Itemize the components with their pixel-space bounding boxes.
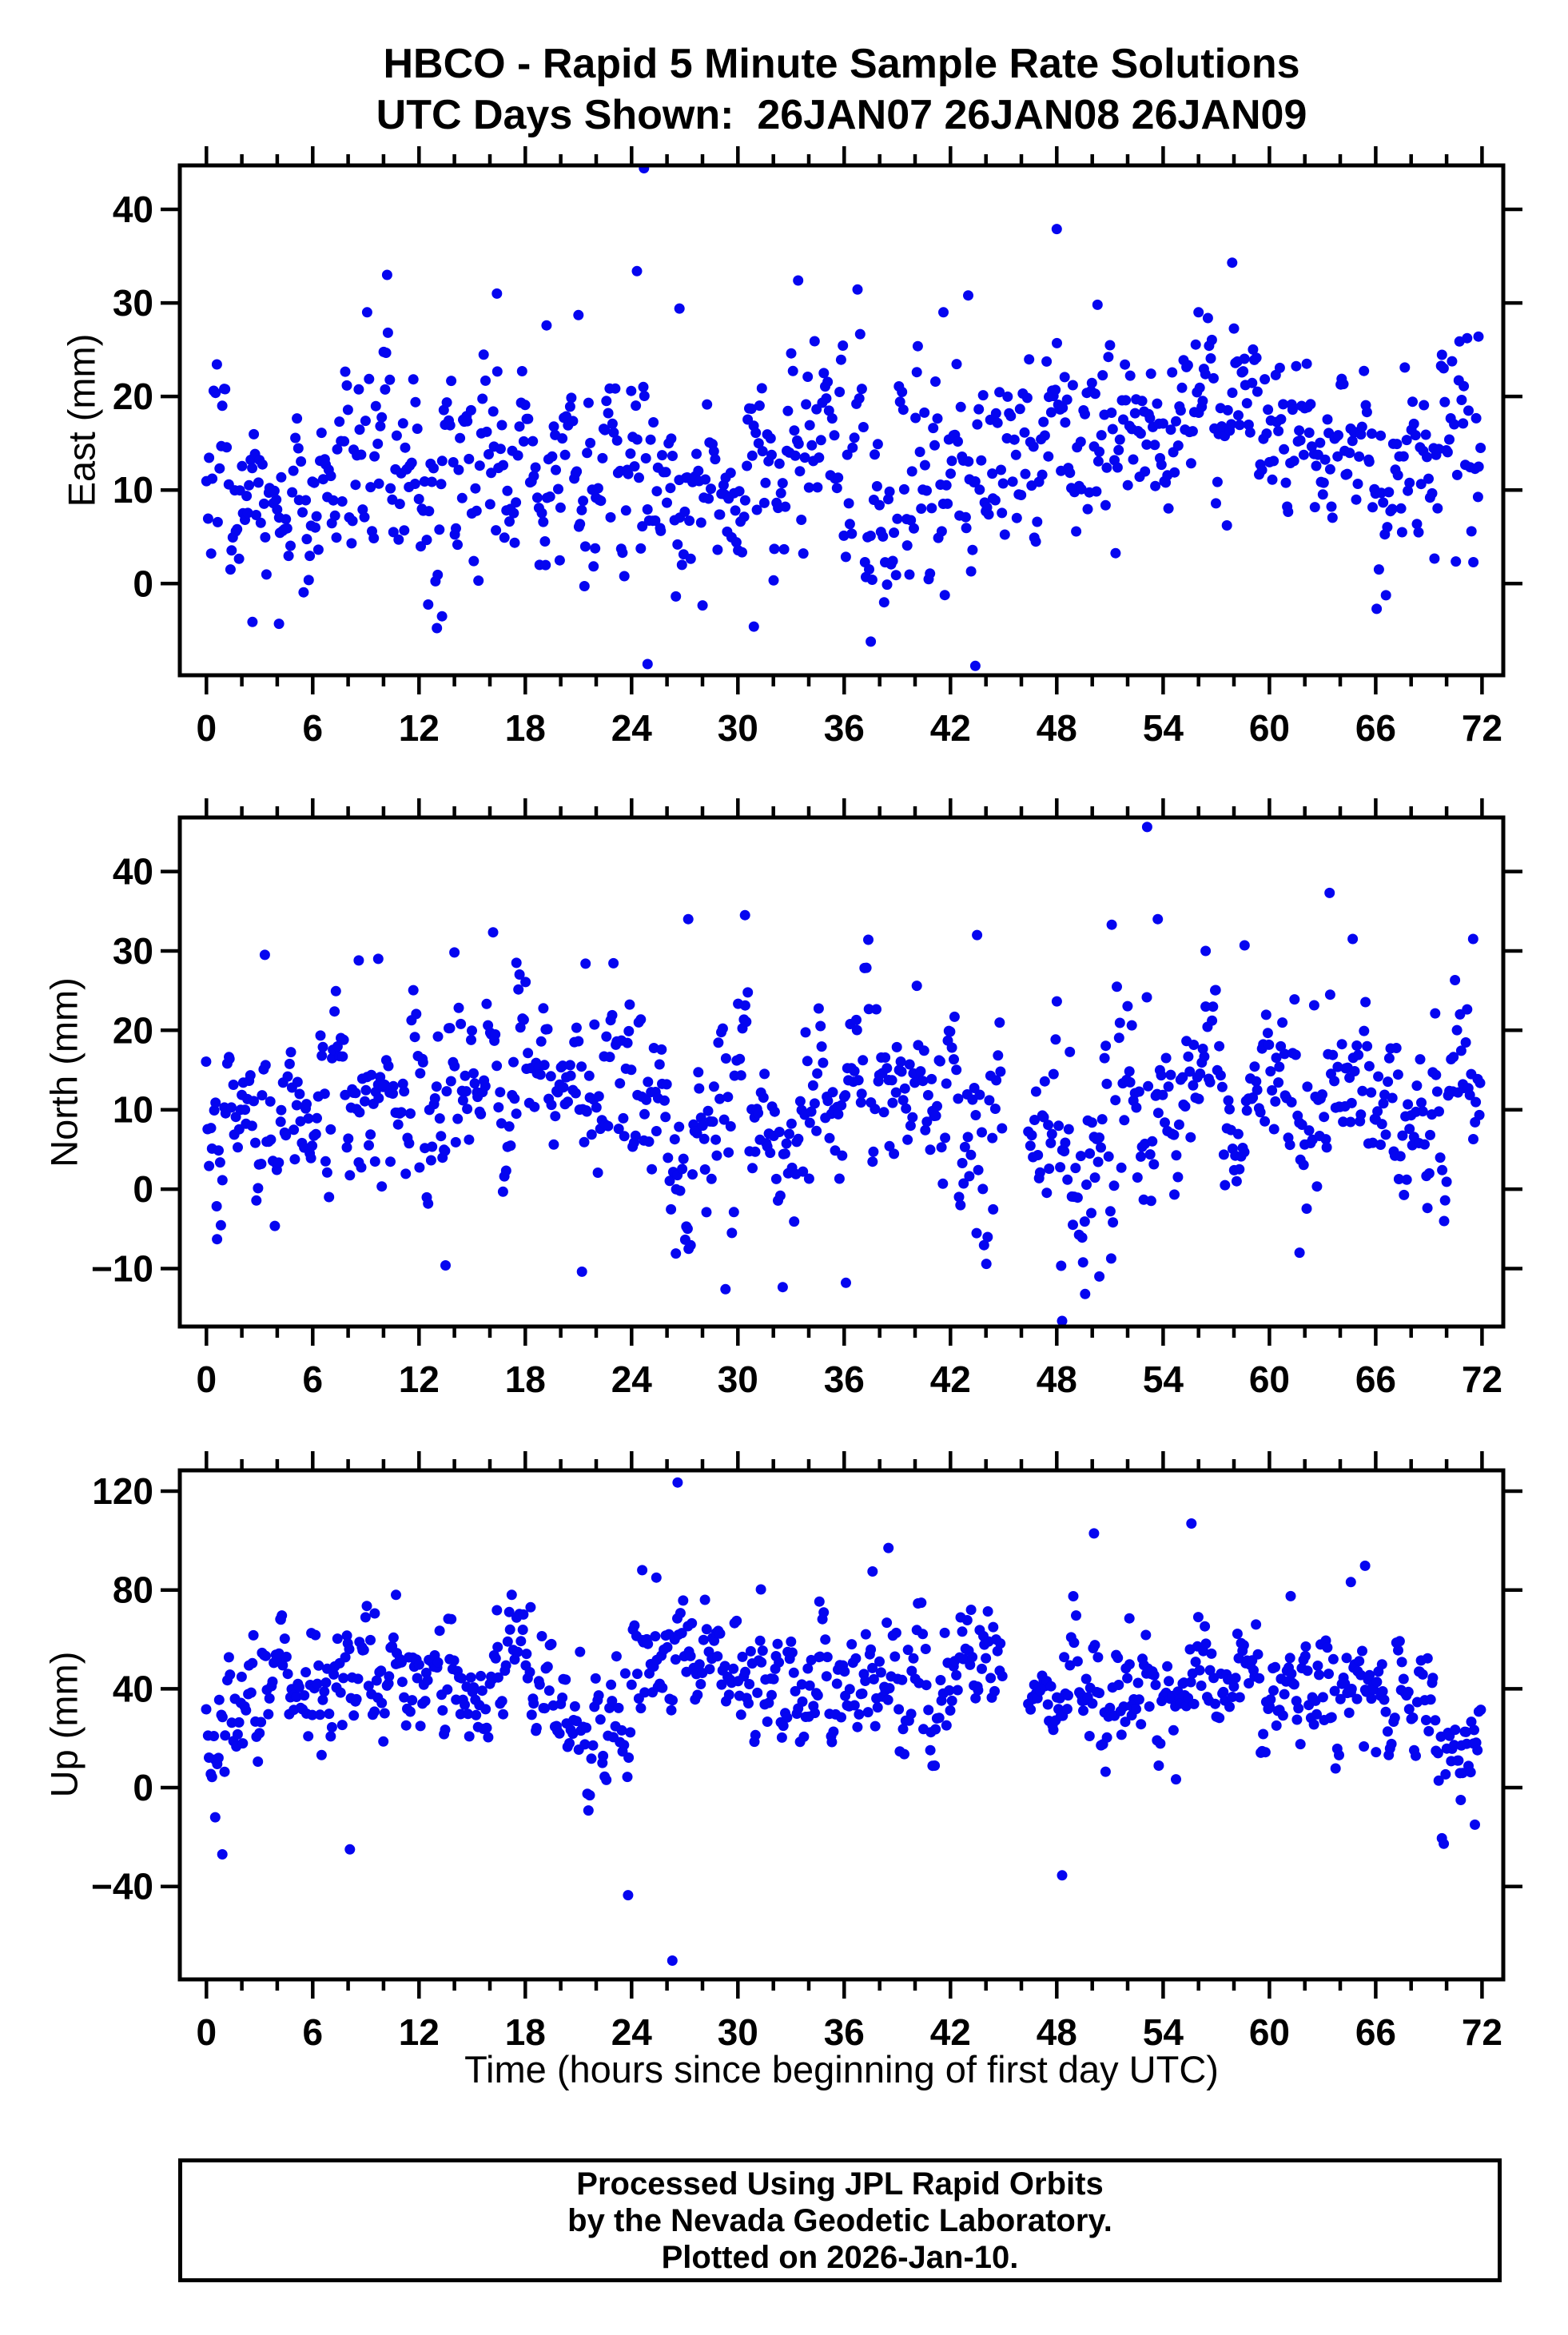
svg-text:40: 40	[113, 189, 153, 230]
svg-text:66: 66	[1355, 707, 1396, 749]
footer-box: Processed Using JPL Rapid Orbits by the …	[178, 2158, 1502, 2282]
svg-text:10: 10	[113, 1089, 153, 1131]
svg-text:10: 10	[113, 469, 153, 511]
svg-text:20: 20	[113, 1009, 153, 1051]
svg-text:40: 40	[113, 851, 153, 893]
svg-text:0: 0	[197, 1358, 217, 1400]
svg-text:0: 0	[197, 707, 217, 749]
svg-text:18: 18	[505, 2011, 546, 2053]
north-tick-labels: 0 6 12 18 24 30 36 42 48 54 60 66 72 −10 0 10 20 30 40	[91, 851, 1502, 1400]
svg-text:42: 42	[930, 707, 971, 749]
footer-line-1: Processed Using JPL Rapid Orbits	[576, 2166, 1104, 2202]
up-panel: 0 6 12 18 24 30 36 42 48 54 60 66 72 −40 0 40 80 120	[91, 1451, 1522, 2053]
svg-text:36: 36	[824, 707, 865, 749]
svg-text:18: 18	[505, 1358, 546, 1400]
svg-text:0: 0	[197, 2011, 217, 2053]
svg-text:0: 0	[133, 1168, 153, 1210]
svg-text:60: 60	[1249, 1358, 1290, 1400]
svg-text:24: 24	[611, 1358, 653, 1400]
east-panel: 0 6 12 18 24 30 36 42 48 54 60 66 72 0 10 20 30 40	[113, 146, 1522, 749]
north-plot-frame	[177, 815, 1506, 1329]
svg-text:60: 60	[1249, 2011, 1290, 2053]
svg-text:30: 30	[113, 930, 153, 972]
svg-text:36: 36	[824, 1358, 865, 1400]
svg-text:12: 12	[399, 707, 440, 749]
svg-text:66: 66	[1355, 1358, 1396, 1400]
up-plot-frame	[177, 1468, 1506, 1982]
svg-text:−10: −10	[91, 1248, 153, 1290]
svg-text:60: 60	[1249, 707, 1290, 749]
svg-text:0: 0	[133, 1767, 153, 1808]
y-axis-label-north: North (mm)	[42, 977, 86, 1168]
svg-text:0: 0	[133, 563, 153, 604]
svg-text:30: 30	[718, 2011, 758, 2053]
svg-text:−40: −40	[91, 1866, 153, 1907]
chart-subtitle: UTC Days Shown: 26JAN07 26JAN08 26JAN09	[376, 92, 1307, 138]
up-data-points	[201, 1477, 1486, 1966]
footer-line-3: Plotted on 2026-Jan-10.	[661, 2239, 1019, 2275]
svg-text:36: 36	[824, 2011, 865, 2053]
svg-text:30: 30	[113, 282, 153, 324]
up-tick-labels: 0 6 12 18 24 30 36 42 48 54 60 66 72 −40 0 40 80 120	[91, 1470, 1502, 2053]
svg-text:40: 40	[113, 1668, 153, 1709]
east-plot-frame	[177, 163, 1506, 678]
svg-text:48: 48	[1037, 1358, 1077, 1400]
svg-text:30: 30	[718, 1358, 758, 1400]
x-axis-title: Time (hours since beginning of first day…	[464, 2048, 1219, 2090]
svg-text:54: 54	[1143, 2011, 1184, 2053]
east-data-points	[201, 165, 1486, 671]
footer-line-2: by the Nevada Geodetic Laboratory.	[567, 2202, 1112, 2238]
svg-text:80: 80	[113, 1569, 153, 1611]
svg-text:42: 42	[930, 2011, 971, 2053]
svg-text:6: 6	[303, 1358, 324, 1400]
north-axis-ticks	[161, 798, 1522, 1346]
svg-text:24: 24	[611, 2011, 653, 2053]
svg-text:48: 48	[1037, 2011, 1077, 2053]
svg-text:12: 12	[399, 2011, 440, 2053]
svg-text:18: 18	[505, 707, 546, 749]
svg-text:20: 20	[113, 376, 153, 417]
svg-text:6: 6	[303, 707, 324, 749]
chart-title: HBCO - Rapid 5 Minute Sample Rate Soluti…	[383, 41, 1300, 87]
svg-text:6: 6	[303, 2011, 324, 2053]
svg-text:72: 72	[1462, 1358, 1502, 1400]
svg-text:72: 72	[1462, 707, 1502, 749]
svg-text:48: 48	[1037, 707, 1077, 749]
svg-text:24: 24	[611, 707, 653, 749]
y-axis-label-east: East (mm)	[60, 333, 103, 507]
north-data-points	[201, 821, 1486, 1327]
east-tick-labels: 0 6 12 18 24 30 36 42 48 54 60 66 72 0 10 20 30 40	[113, 189, 1502, 749]
y-axis-label-up: Up (mm)	[42, 1651, 86, 1798]
svg-text:54: 54	[1143, 1358, 1184, 1400]
svg-text:30: 30	[718, 707, 758, 749]
svg-text:42: 42	[930, 1358, 971, 1400]
svg-text:12: 12	[399, 1358, 440, 1400]
north-panel: 0 6 12 18 24 30 36 42 48 54 60 66 72 −10 0 10 20 30 40	[91, 798, 1522, 1400]
svg-text:120: 120	[92, 1470, 153, 1512]
svg-text:72: 72	[1462, 2011, 1502, 2053]
svg-text:54: 54	[1143, 707, 1184, 749]
svg-text:66: 66	[1355, 2011, 1396, 2053]
